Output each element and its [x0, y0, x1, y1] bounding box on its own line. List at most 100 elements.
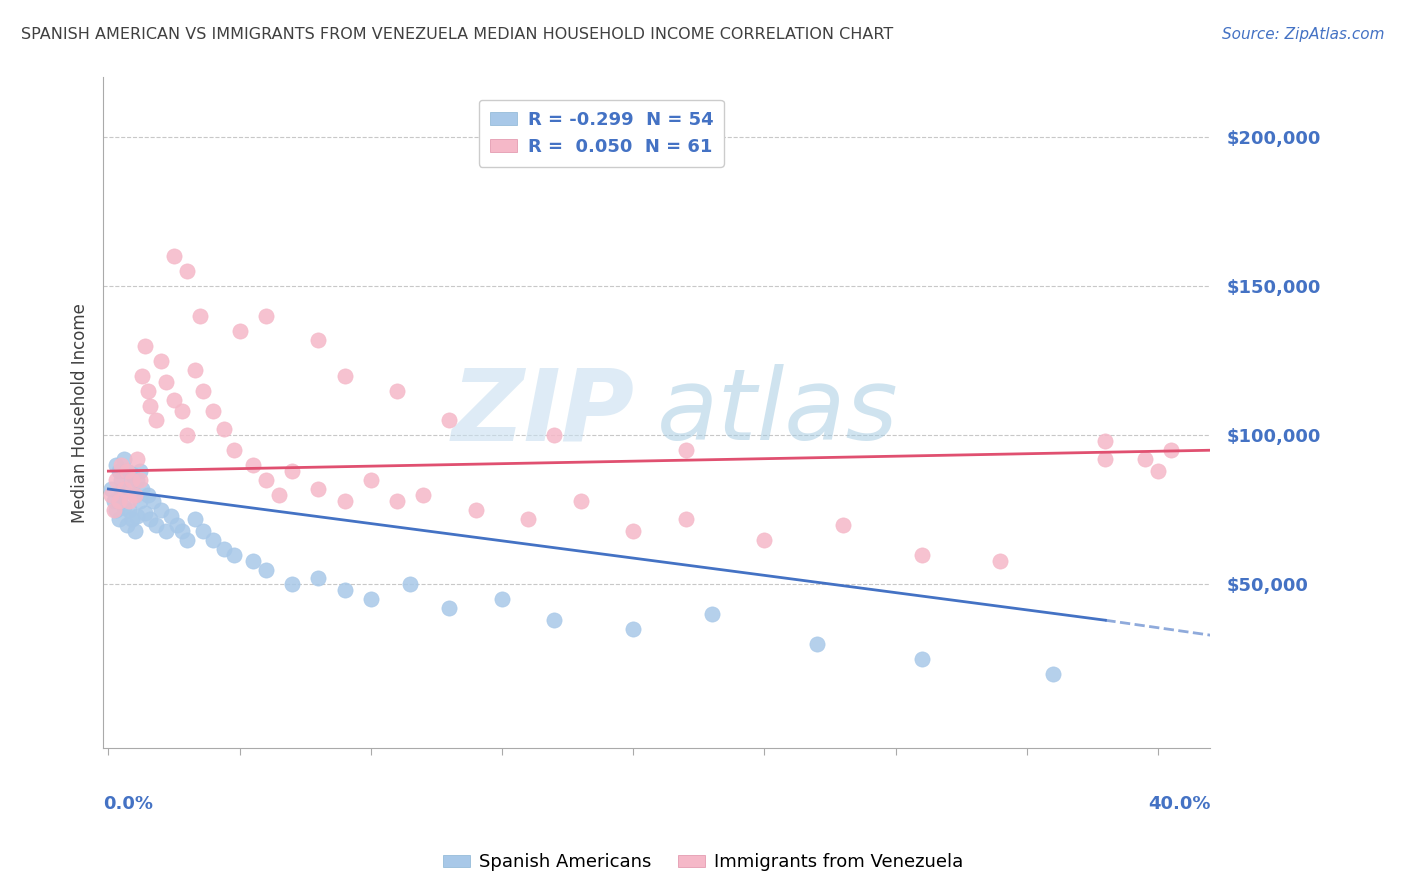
Point: [1094, 434, 1116, 449]
Point: [112, 452, 135, 467]
Point: [118, 503, 141, 517]
Point: [1133, 452, 1156, 467]
Point: [170, 404, 193, 418]
Point: [491, 592, 513, 607]
Point: [188, 309, 211, 323]
Point: [127, 508, 149, 523]
Point: [149, 353, 172, 368]
Point: [176, 428, 198, 442]
Point: [136, 384, 159, 398]
Point: [110, 458, 132, 472]
Point: [160, 508, 183, 523]
Point: [307, 333, 329, 347]
Point: [464, 503, 486, 517]
Point: [517, 512, 540, 526]
Point: [267, 488, 290, 502]
Point: [184, 512, 207, 526]
Point: [224, 548, 246, 562]
Point: [155, 524, 177, 538]
Point: [254, 473, 277, 487]
Point: [142, 494, 165, 508]
Point: [439, 413, 461, 427]
Point: [108, 512, 131, 526]
Point: [124, 488, 146, 502]
Text: 0.0%: 0.0%: [103, 796, 153, 814]
Point: [139, 399, 162, 413]
Point: [333, 583, 356, 598]
Point: [176, 264, 198, 278]
Point: [112, 500, 135, 514]
Point: [115, 464, 138, 478]
Text: 40.0%: 40.0%: [1147, 796, 1211, 814]
Point: [124, 488, 146, 502]
Point: [224, 443, 246, 458]
Point: [543, 428, 565, 442]
Point: [307, 482, 329, 496]
Legend: R = -0.299  N = 54, R =  0.050  N = 61: R = -0.299 N = 54, R = 0.050 N = 61: [479, 100, 724, 167]
Point: [118, 482, 141, 496]
Point: [281, 464, 304, 478]
Point: [621, 524, 644, 538]
Point: [124, 524, 146, 538]
Point: [385, 494, 408, 508]
Point: [184, 362, 207, 376]
Point: [136, 488, 159, 502]
Point: [128, 464, 150, 478]
Point: [127, 452, 149, 467]
Point: [127, 473, 149, 487]
Point: [1160, 443, 1182, 458]
Point: [110, 488, 132, 502]
Point: [569, 494, 592, 508]
Point: [254, 309, 277, 323]
Point: [100, 488, 122, 502]
Point: [149, 503, 172, 517]
Point: [103, 494, 125, 508]
Point: [360, 592, 382, 607]
Point: [115, 517, 138, 532]
Point: [385, 384, 408, 398]
Point: [439, 601, 461, 615]
Point: [911, 652, 934, 666]
Point: [108, 494, 131, 508]
Point: [112, 482, 135, 496]
Point: [333, 494, 356, 508]
Text: SPANISH AMERICAN VS IMMIGRANTS FROM VENEZUELA MEDIAN HOUSEHOLD INCOME CORRELATIO: SPANISH AMERICAN VS IMMIGRANTS FROM VENE…: [21, 27, 893, 42]
Point: [100, 482, 122, 496]
Point: [170, 524, 193, 538]
Point: [128, 494, 150, 508]
Point: [360, 473, 382, 487]
Point: [105, 473, 128, 487]
Point: [202, 533, 225, 547]
Point: [399, 577, 422, 591]
Point: [675, 443, 697, 458]
Point: [191, 384, 214, 398]
Point: [281, 577, 304, 591]
Point: [163, 392, 186, 407]
Point: [121, 512, 143, 526]
Point: [118, 494, 141, 508]
Point: [212, 541, 235, 556]
Point: [242, 553, 264, 567]
Point: [105, 503, 128, 517]
Point: [1042, 667, 1064, 681]
Point: [176, 533, 198, 547]
Y-axis label: Median Household Income: Median Household Income: [72, 303, 89, 523]
Point: [806, 637, 828, 651]
Point: [103, 503, 125, 517]
Point: [412, 488, 434, 502]
Point: [228, 324, 250, 338]
Point: [333, 368, 356, 383]
Point: [105, 458, 128, 472]
Text: Source: ZipAtlas.com: Source: ZipAtlas.com: [1222, 27, 1385, 42]
Point: [543, 613, 565, 627]
Point: [1094, 452, 1116, 467]
Point: [163, 249, 186, 263]
Legend: Spanish Americans, Immigrants from Venezuela: Spanish Americans, Immigrants from Venez…: [436, 847, 970, 879]
Point: [110, 473, 132, 487]
Point: [145, 517, 167, 532]
Point: [131, 368, 153, 383]
Point: [166, 517, 188, 532]
Point: [675, 512, 697, 526]
Point: [1147, 464, 1170, 478]
Point: [139, 512, 162, 526]
